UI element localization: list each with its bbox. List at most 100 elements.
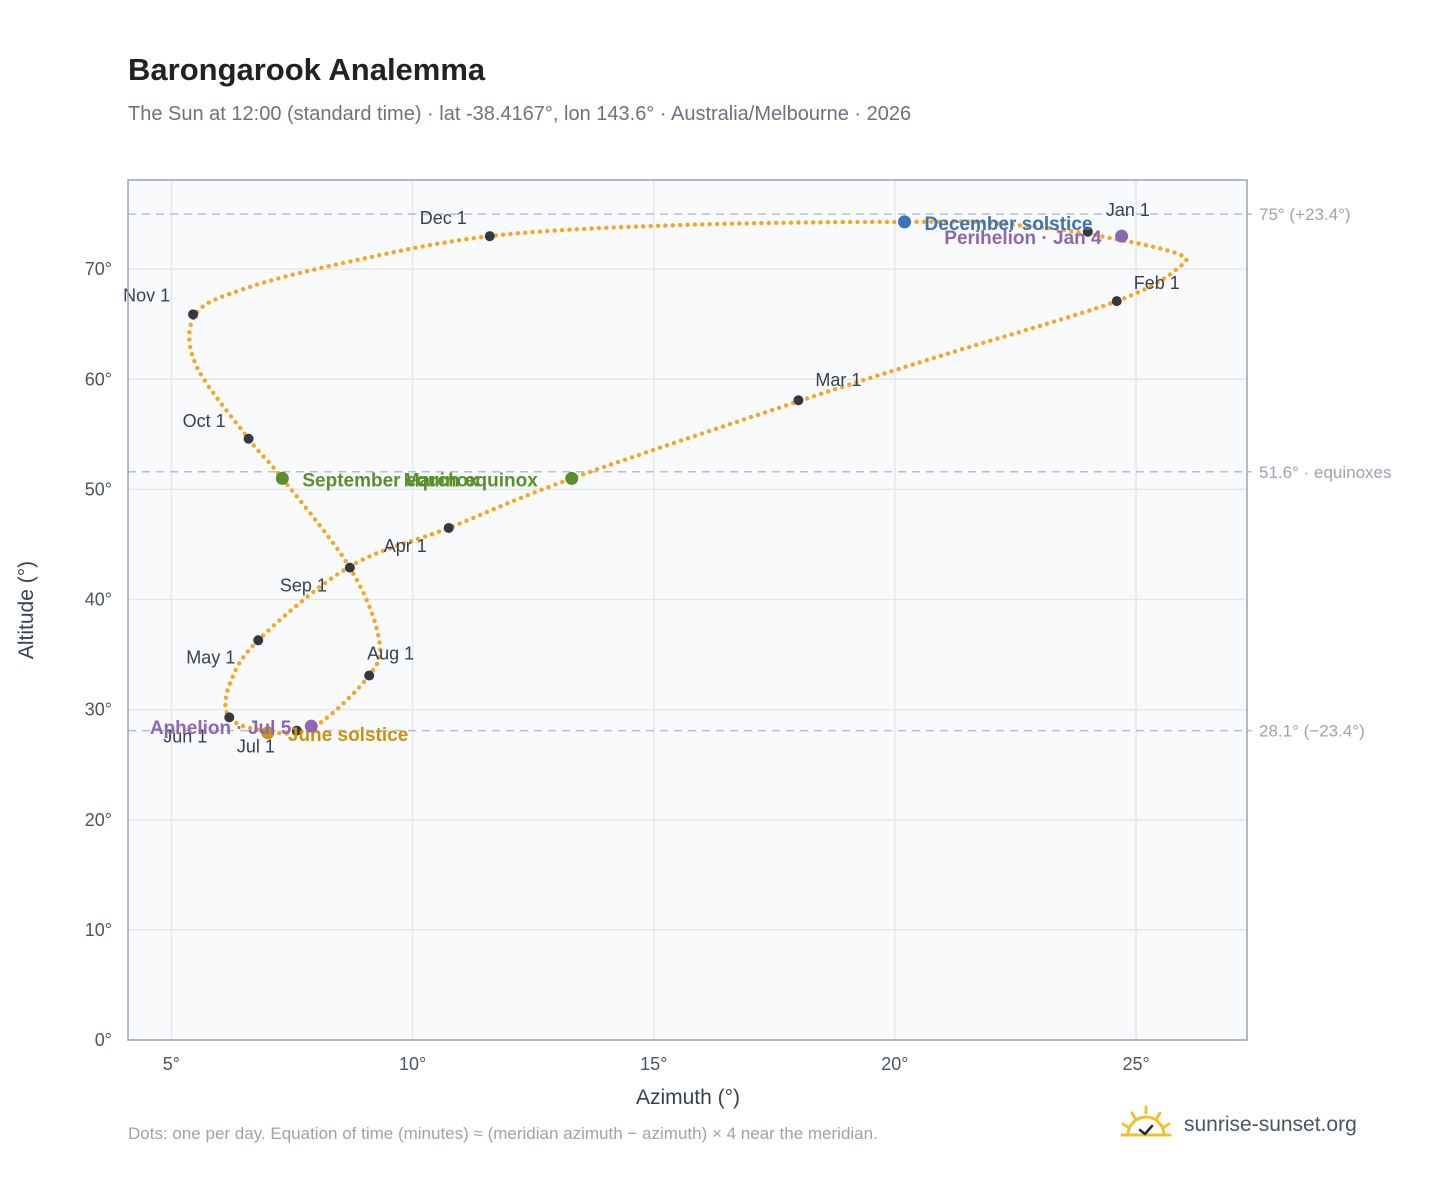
daily-sun-dot — [299, 599, 304, 604]
daily-sun-dot — [202, 378, 207, 383]
daily-sun-dot — [240, 287, 246, 292]
daily-sun-dot — [641, 224, 646, 229]
daily-sun-dot — [312, 267, 317, 272]
daily-sun-dot — [769, 407, 775, 413]
event-marker — [275, 471, 289, 485]
daily-sun-dot — [285, 482, 290, 487]
daily-sun-dot — [744, 221, 749, 226]
daily-sun-dot — [391, 250, 396, 255]
daily-sun-dot — [227, 291, 232, 297]
month-marker-label: Mar 1 — [815, 370, 861, 390]
brand-name[interactable]: sunrise-sunset.org — [1184, 1113, 1357, 1136]
daily-sun-dot — [741, 417, 747, 422]
daily-sun-dot — [803, 220, 808, 225]
daily-sun-dot — [877, 219, 882, 225]
brand[interactable]: sunrise-sunset.org — [1120, 1100, 1357, 1150]
plot-background — [128, 180, 1247, 1040]
daily-sun-dot — [774, 220, 779, 226]
daily-sun-dot — [633, 224, 639, 229]
month-marker-label: Dec 1 — [420, 208, 467, 228]
daily-sun-dot — [574, 227, 579, 232]
daily-sun-dot — [374, 625, 379, 631]
daily-sun-dot — [378, 647, 383, 652]
daily-sun-dot — [818, 220, 823, 225]
daily-sun-dot — [525, 492, 530, 498]
daily-sun-dot — [429, 532, 435, 537]
daily-sun-dot — [655, 223, 661, 228]
daily-sun-dot — [1032, 224, 1037, 229]
daily-sun-dot — [921, 219, 927, 224]
daily-sun-dot — [233, 420, 238, 425]
daily-sun-dot — [271, 465, 276, 470]
daily-sun-dot — [959, 347, 965, 352]
daily-sun-dot — [360, 557, 365, 562]
daily-sun-dot — [311, 589, 316, 595]
daily-sun-dot — [319, 265, 324, 270]
daily-sun-dot — [1051, 319, 1057, 324]
event-marker — [261, 726, 275, 740]
daily-sun-dot — [1129, 239, 1134, 245]
y-axis-ticks: 0° 10° 20° 30° 40° 50° 60° 70° — [85, 259, 112, 1050]
daily-sun-dot — [929, 219, 934, 224]
daily-sun-dot — [671, 440, 677, 446]
daily-sun-dot — [1142, 287, 1147, 292]
daily-sun-dot — [336, 706, 341, 711]
y-tick-label: 30° — [85, 700, 112, 720]
daily-sun-dot — [261, 454, 266, 459]
daily-sun-dot — [678, 438, 684, 443]
daily-sun-dot — [248, 726, 253, 731]
daily-sun-dot — [1002, 334, 1007, 339]
daily-sun-dot — [251, 443, 256, 448]
daily-sun-dot — [449, 239, 454, 244]
daily-sun-dot — [1179, 253, 1184, 258]
daily-sun-dot — [796, 220, 801, 225]
daily-sun-dot — [811, 220, 816, 225]
daily-sun-dot — [1058, 317, 1064, 322]
month-markers: Jan 1 Feb 1 Mar 1 Apr 1 May 1 Jun 1 Jul 1 Aug 1… — [123, 200, 1180, 757]
daily-sun-dot — [484, 509, 490, 515]
daily-sun-dot — [1076, 230, 1081, 235]
daily-sun-dot — [650, 447, 656, 453]
daily-sun-dot — [1148, 283, 1154, 289]
daily-sun-dot — [1158, 246, 1163, 251]
daily-sun-dot — [335, 546, 340, 552]
daily-sun-dot — [266, 628, 271, 633]
daily-sun-dot — [567, 227, 572, 232]
daily-sun-dot — [362, 256, 367, 261]
daily-sun-dot — [833, 220, 838, 225]
daily-sun-dot — [406, 247, 411, 252]
daily-sun-dot — [195, 365, 200, 371]
daily-sun-dot — [356, 685, 362, 690]
daily-sun-dot — [553, 482, 558, 487]
daily-sun-dot — [471, 236, 476, 241]
daily-sun-dot — [1172, 250, 1177, 255]
daily-sun-dot — [657, 445, 663, 450]
month-marker-label: Feb 1 — [1134, 273, 1180, 293]
y-tick-label: 20° — [85, 810, 112, 830]
daily-sun-dot — [294, 603, 299, 609]
daily-sun-dot — [376, 632, 381, 638]
daily-sun-dot — [1030, 325, 1036, 331]
daily-sun-dot — [936, 219, 941, 224]
daily-sun-dot — [1167, 272, 1173, 277]
daily-sun-dot — [981, 340, 986, 345]
month-marker-label: Oct 1 — [183, 411, 226, 431]
daily-sun-dot — [427, 242, 433, 248]
daily-sun-dot — [491, 507, 496, 512]
daily-sun-dot — [220, 294, 225, 299]
daily-sun-dot — [706, 429, 712, 434]
daily-sun-dot — [256, 448, 261, 454]
daily-sun-dot — [759, 220, 764, 226]
daily-sun-dot — [892, 219, 897, 225]
daily-sun-dot — [317, 585, 322, 590]
daily-sun-dot — [457, 521, 462, 526]
daily-sun-dot — [1122, 296, 1127, 301]
daily-sun-dot — [944, 219, 949, 224]
daily-sun-dot — [868, 375, 873, 381]
daily-sun-dot — [1009, 332, 1014, 337]
daily-sun-dot — [995, 336, 1000, 341]
daily-sun-dot — [211, 390, 216, 395]
daily-sun-dot — [910, 362, 915, 367]
daily-sun-dot — [333, 262, 339, 267]
daily-sun-dot — [608, 462, 614, 467]
